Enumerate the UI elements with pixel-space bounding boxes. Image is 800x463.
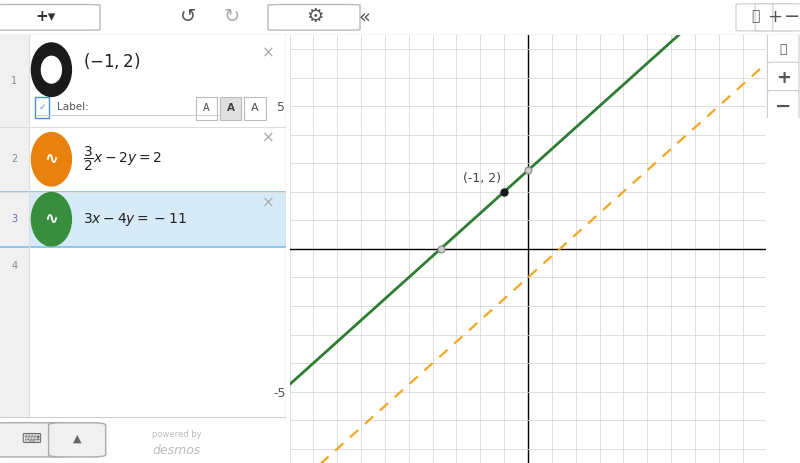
FancyBboxPatch shape [0, 127, 286, 192]
FancyBboxPatch shape [755, 4, 794, 31]
Text: (-1, 2): (-1, 2) [462, 172, 501, 185]
Text: +▾: +▾ [35, 9, 56, 24]
Circle shape [31, 193, 71, 246]
Text: ↺: ↺ [180, 7, 196, 26]
Text: −: − [784, 7, 800, 26]
Text: 🔧: 🔧 [751, 10, 759, 24]
Text: ✓: ✓ [38, 103, 46, 112]
Text: ▲: ▲ [73, 434, 82, 444]
FancyBboxPatch shape [773, 4, 800, 31]
Text: 4: 4 [11, 261, 18, 271]
Text: desmos: desmos [153, 444, 202, 457]
FancyBboxPatch shape [767, 91, 799, 122]
Text: ×: × [262, 131, 275, 145]
Text: 🔧: 🔧 [779, 43, 787, 56]
Text: $(-1,2)$: $(-1,2)$ [83, 51, 140, 71]
FancyBboxPatch shape [268, 5, 360, 30]
Text: 2: 2 [11, 154, 18, 164]
Circle shape [31, 43, 71, 96]
Text: $3x - 4y = -11$: $3x - 4y = -11$ [83, 211, 186, 228]
Text: ∿: ∿ [45, 210, 58, 228]
FancyBboxPatch shape [0, 5, 100, 30]
FancyBboxPatch shape [736, 4, 774, 31]
Text: «: « [358, 7, 371, 26]
Circle shape [31, 132, 71, 186]
Text: −: − [775, 97, 791, 116]
Text: ∿: ∿ [45, 150, 58, 168]
Text: A: A [226, 103, 234, 113]
FancyBboxPatch shape [767, 34, 799, 66]
FancyBboxPatch shape [196, 97, 217, 120]
FancyBboxPatch shape [0, 35, 286, 127]
FancyBboxPatch shape [220, 97, 242, 120]
Text: powered by: powered by [152, 430, 202, 439]
FancyBboxPatch shape [35, 97, 50, 118]
Text: ×: × [262, 46, 275, 61]
Text: $\dfrac{3}{2}x - 2y = 2$: $\dfrac{3}{2}x - 2y = 2$ [83, 145, 162, 174]
FancyBboxPatch shape [49, 423, 106, 457]
FancyBboxPatch shape [767, 62, 799, 94]
FancyBboxPatch shape [244, 97, 266, 120]
Text: Label:: Label: [57, 102, 89, 112]
Text: A: A [203, 103, 210, 113]
FancyBboxPatch shape [0, 35, 29, 417]
Text: +: + [776, 69, 790, 87]
FancyBboxPatch shape [0, 423, 71, 457]
Text: ↻: ↻ [224, 7, 240, 26]
Text: 1: 1 [11, 76, 18, 86]
FancyBboxPatch shape [0, 192, 286, 247]
Text: +: + [767, 8, 782, 25]
Text: ⌨: ⌨ [22, 432, 42, 446]
Text: ⚙: ⚙ [306, 7, 323, 26]
Text: ×: × [262, 195, 275, 211]
Circle shape [42, 56, 62, 83]
Text: A: A [251, 103, 258, 113]
Text: 3: 3 [11, 214, 18, 224]
